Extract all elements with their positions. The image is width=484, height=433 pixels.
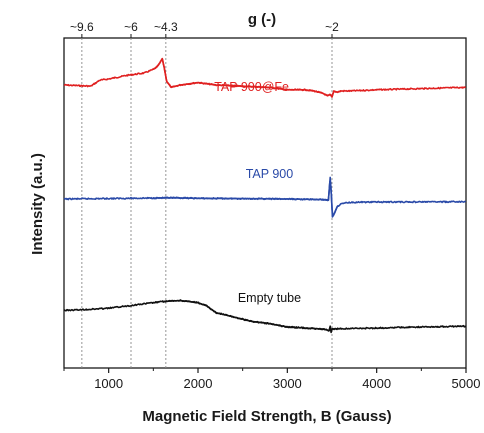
series-feature — [162, 299, 341, 334]
g-marker-label: ~6 — [124, 20, 138, 34]
series-label: Empty tube — [238, 291, 301, 305]
y-axis-title: Intensity (a.u.) — [29, 153, 46, 255]
series-label: TAP 900@Fe — [214, 80, 289, 94]
series-labels: TAP 900@Fe TAP 900 Empty tube — [214, 80, 301, 305]
series-feature — [153, 176, 339, 218]
series-label: TAP 900 — [246, 167, 294, 181]
x-tick-label: 1000 — [94, 376, 123, 391]
plot-frame — [63, 37, 467, 369]
top-axis-title: g (-) — [248, 11, 276, 28]
g-marker-label: ~4.3 — [154, 20, 178, 34]
g-factor-markers: ~9.6 ~6 ~4.3 ~2 — [70, 20, 339, 368]
series-lines — [63, 57, 467, 334]
x-tick-label: 2000 — [184, 376, 213, 391]
g-marker-label: ~9.6 — [70, 20, 94, 34]
x-tick-label: 5000 — [452, 376, 481, 391]
g-marker-label: ~2 — [325, 20, 339, 34]
x-axis-ticks: 1000 2000 3000 4000 5000 — [63, 368, 481, 391]
x-tick-label: 3000 — [273, 376, 302, 391]
x-axis-title: Magnetic Field Strength, B (Gauss) — [142, 408, 391, 425]
x-tick-label: 4000 — [362, 376, 391, 391]
series-feature — [152, 57, 342, 98]
